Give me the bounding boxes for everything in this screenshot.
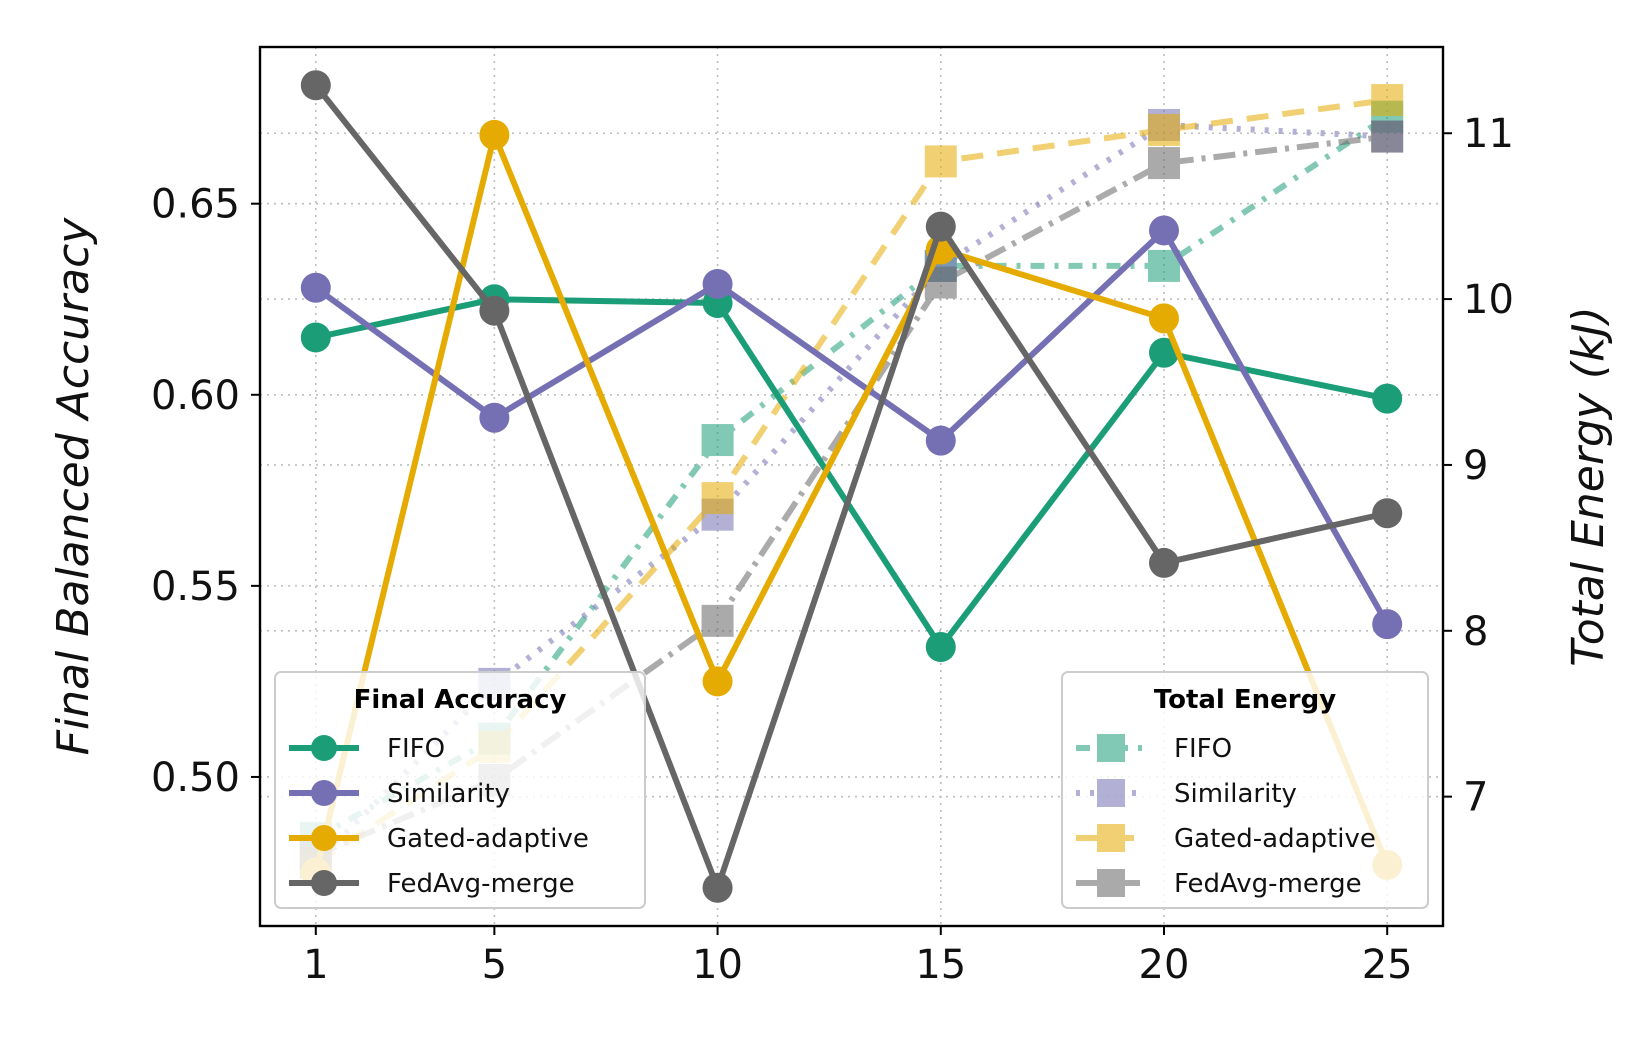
accuracy-line-fifo [315, 296, 1388, 651]
energy-marker [1147, 113, 1180, 146]
legend-label: FIFO [387, 734, 445, 764]
accuracy-marker [300, 70, 331, 101]
x-tick-label: 1 [303, 942, 328, 988]
y-left-tick-label: 0.50 [151, 755, 240, 801]
legend-label: Similarity [387, 779, 510, 809]
plot-frame [258, 45, 1445, 928]
legend-marker-sample [1097, 734, 1125, 762]
accuracy-series-similarity [300, 215, 1403, 640]
accuracy-series-layer [300, 70, 1403, 903]
accuracy-marker [479, 295, 510, 326]
legend-energy-sample [1076, 824, 1146, 852]
accuracy-marker [300, 272, 331, 303]
legend-marker-sample [311, 870, 337, 896]
accuracy-marker [1148, 337, 1179, 368]
energy-marker [701, 424, 734, 457]
legend-label: Gated-adaptive [387, 824, 589, 854]
legend-label: FIFO [1174, 734, 1232, 764]
legend-box [1061, 671, 1429, 909]
accuracy-marker [300, 322, 331, 353]
accuracy-line-similarity [314, 227, 1390, 626]
x-tick-label: 25 [1362, 942, 1413, 988]
legend-energy-sample [1076, 779, 1146, 807]
legend-total-energy: Total Energy FIFO Similarity Gated-adaptive… [1061, 671, 1429, 909]
x-tick-label: 20 [1139, 942, 1190, 988]
y-right-tick-label: 9 [1463, 443, 1488, 489]
accuracy-marker [1148, 303, 1179, 334]
energy-marker [701, 482, 734, 515]
y-right-tick-label: 7 [1463, 775, 1488, 821]
y-axis-right-title: Total Energy (kJ) [1563, 306, 1614, 666]
accuracy-marker [702, 872, 733, 903]
accuracy-marker [479, 402, 510, 433]
accuracy-line-fedavg-merge [313, 83, 1388, 891]
accuracy-marker [1148, 547, 1179, 578]
accuracy-marker [702, 666, 733, 697]
legend-marker-sample [311, 825, 337, 851]
y-axis-left-title: Final Balanced Accuracy [48, 217, 99, 756]
legend-marker-sample [1097, 869, 1125, 897]
y-left-tick-label: 0.65 [151, 182, 240, 228]
accuracy-line-gated-adaptive [312, 131, 1390, 874]
y-right-tick-label: 8 [1463, 609, 1488, 655]
legend-energy-sample [1076, 734, 1146, 762]
legend-label: FedAvg-merge [387, 869, 575, 899]
x-tick-label: 10 [692, 942, 743, 988]
energy-marker [1147, 249, 1180, 282]
legend-label: FedAvg-merge [1174, 869, 1362, 899]
legend-marker-sample [311, 780, 337, 806]
accuracy-marker [925, 425, 956, 456]
accuracy-marker [479, 119, 510, 150]
energy-line-fifo [314, 114, 1389, 841]
accuracy-marker [925, 211, 956, 242]
legend-label: Similarity [1174, 779, 1297, 809]
accuracy-marker [1372, 609, 1403, 640]
energy-marker [1371, 84, 1404, 117]
y-right-tick-label: 11 [1463, 111, 1514, 157]
x-tick-label: 5 [482, 942, 507, 988]
legend-energy-sample [1076, 869, 1146, 897]
accuracy-marker [702, 268, 733, 299]
accuracy-marker [1148, 215, 1179, 246]
accuracy-marker [1372, 498, 1403, 529]
legend-title: Total Energy [1154, 685, 1336, 715]
legend-marker-sample [311, 735, 337, 761]
legend-marker-sample [1097, 824, 1125, 852]
legend-marker-sample [1097, 779, 1125, 807]
accuracy-series-fedavg-merge [300, 70, 1403, 903]
y-right-tick-label: 10 [1463, 277, 1514, 323]
energy-marker [1371, 120, 1404, 153]
x-tick-label: 15 [915, 942, 966, 988]
energy-marker [924, 145, 957, 178]
energy-marker [701, 604, 734, 637]
accuracy-series-fifo [300, 284, 1403, 663]
legend-box [274, 671, 646, 909]
y-left-tick-label: 0.55 [151, 564, 240, 610]
y-left-tick-label: 0.60 [151, 373, 240, 419]
legend-final-accuracy: Final Accuracy FIFO Similarity Gated-adapti… [274, 671, 646, 909]
accuracy-marker [1372, 383, 1403, 414]
accuracy-marker [925, 632, 956, 663]
legend-label: Gated-adaptive [1174, 824, 1376, 854]
legend-title: Final Accuracy [354, 685, 567, 715]
energy-marker [1147, 147, 1180, 180]
